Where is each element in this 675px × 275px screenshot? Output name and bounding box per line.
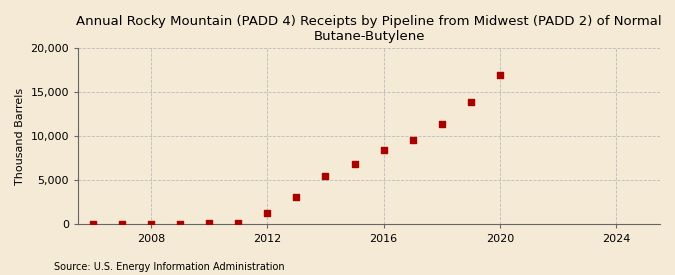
Point (291, 195, 302, 199)
Point (87, 222, 98, 226)
Text: Source: U.S. Energy Information Administration: Source: U.S. Energy Information Administ… (54, 262, 285, 272)
Point (407, 138, 418, 142)
Point (349, 161, 360, 166)
Title: Annual Rocky Mountain (PADD 4) Receipts by Pipeline from Midwest (PADD 2) of Nor: Annual Rocky Mountain (PADD 4) Receipts … (76, 15, 662, 43)
Point (320, 174, 331, 178)
Point (175, 221, 186, 226)
Point (466, 100, 477, 104)
Point (437, 122, 448, 126)
Y-axis label: Thousand Barrels: Thousand Barrels (15, 88, 25, 185)
Point (262, 211, 273, 215)
Point (146, 222, 157, 226)
Point (495, 73, 506, 77)
Point (204, 221, 215, 225)
Point (233, 221, 244, 225)
Point (117, 222, 128, 226)
Point (378, 148, 389, 153)
